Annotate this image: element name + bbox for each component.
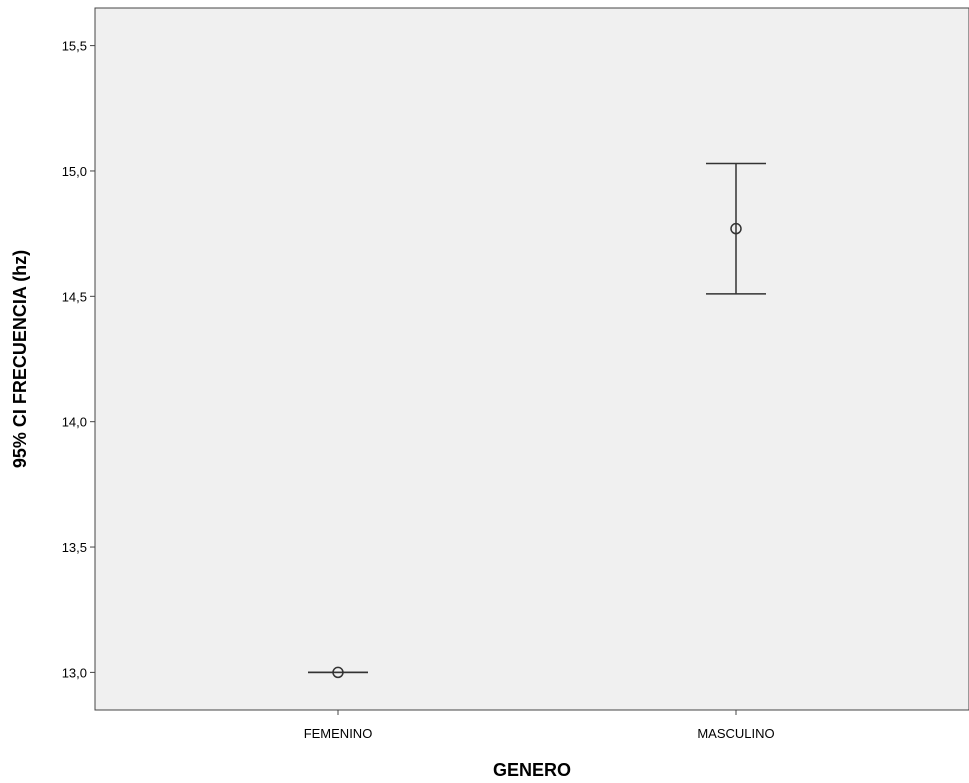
- y-axis-title: 95% CI FRECUENCIA (hz): [10, 250, 30, 468]
- x-tick-label: FEMENINO: [304, 726, 373, 741]
- error-bars: [308, 162, 766, 679]
- y-tick-label: 14,5: [62, 289, 87, 304]
- y-tick-label: 15,5: [62, 39, 87, 54]
- x-axis: FEMENINO MASCULINO: [304, 710, 775, 741]
- y-tick-label: 13,0: [62, 665, 87, 680]
- plot-area: [94, 7, 969, 711]
- x-tick-label: MASCULINO: [697, 726, 774, 741]
- y-axis: 13,0 13,5 14,0 14,5 15,0 15,5: [62, 39, 95, 680]
- y-tick-label: 13,5: [62, 540, 87, 555]
- y-tick-label: 15,0: [62, 164, 87, 179]
- mean-point: [730, 222, 742, 235]
- x-axis-title: GENERO: [493, 760, 571, 780]
- mean-point: [332, 666, 344, 679]
- y-tick-label: 14,0: [62, 415, 87, 430]
